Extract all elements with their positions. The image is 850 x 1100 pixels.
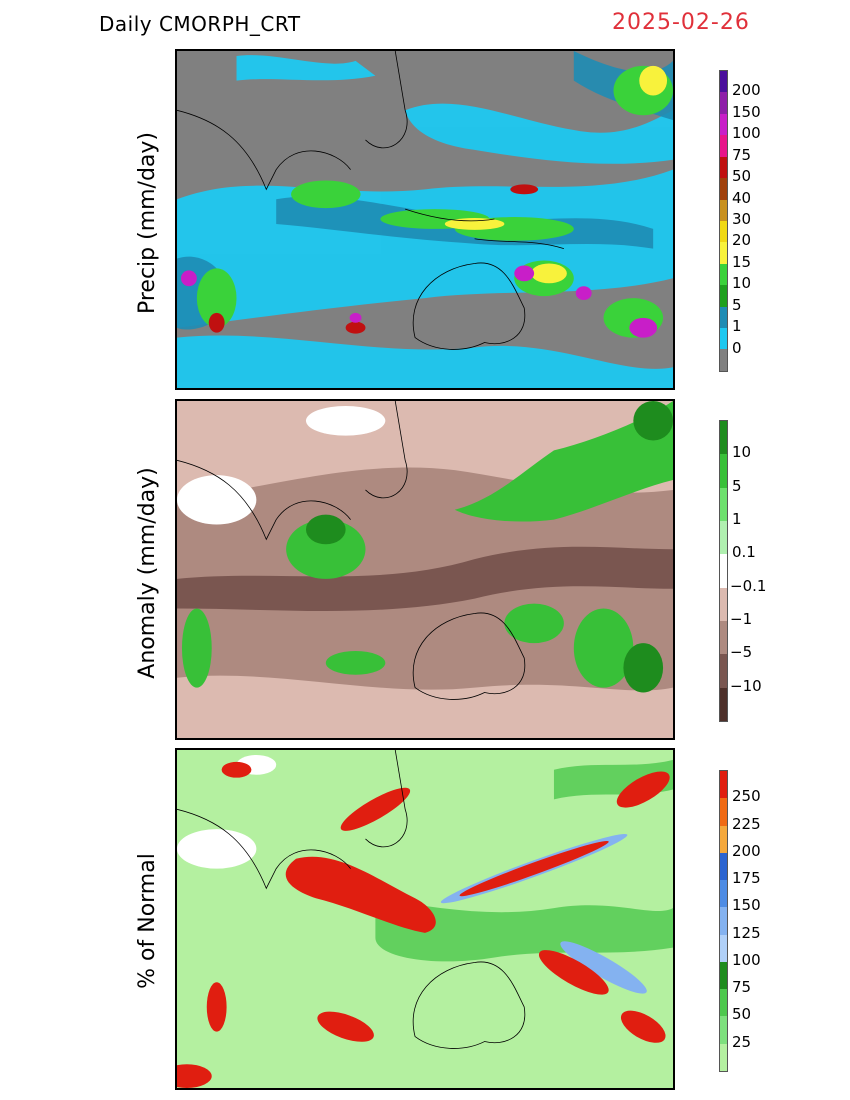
precip-colorbar-swatches [720, 71, 727, 371]
anomaly-colorbar-tick: −5 [730, 643, 753, 662]
precip-colorbar-swatch [720, 220, 727, 243]
anomaly-colorbar-swatch [720, 520, 727, 555]
percent-colorbar-tick: 200 [732, 841, 761, 860]
product-title: Daily CMORPH_CRT [99, 12, 301, 36]
percent-colorbar-swatch [720, 1016, 727, 1044]
precip-colorbar-tick: 75 [732, 145, 752, 164]
percent-colorbar-swatch [720, 798, 727, 826]
percent-colorbar-tick: 25 [732, 1032, 752, 1051]
precip-colorbar-swatch [720, 263, 727, 286]
anomaly-colorbar-tick: −0.1 [730, 576, 767, 595]
precip-colorbar-tick: 50 [732, 167, 752, 186]
anomaly-colorbar-swatch [720, 620, 727, 655]
anomaly-colorbar-tick: 5 [732, 476, 742, 495]
precip-colorbar-swatch [720, 306, 727, 329]
precip-colorbar-tick: 20 [732, 231, 752, 250]
percent-colorbar-swatch [720, 880, 727, 908]
date-title: 2025-02-26 [612, 10, 750, 35]
precip-colorbar-tick: 5 [732, 295, 742, 314]
percent-colorbar [719, 770, 728, 1072]
precip-colorbar-swatch [720, 156, 727, 179]
anomaly-colorbar-swatches [720, 421, 727, 721]
precip-colorbar-swatch [720, 71, 727, 93]
precip-colorbar-tick: 10 [732, 274, 752, 293]
anomaly-colorbar-tick: −1 [730, 610, 753, 628]
percent-colorbar-swatch [720, 934, 727, 962]
percent-colorbar-tick: 250 [732, 787, 761, 806]
anomaly-colorbar-tick: −10 [730, 676, 762, 695]
percent-colorbar-tick: 50 [732, 1005, 752, 1024]
percent-colorbar-swatch [720, 989, 727, 1017]
anomaly-colorbar-swatch [720, 554, 727, 588]
percent-colorbar-swatch [720, 907, 727, 935]
precip-colorbar-tick: 0 [732, 338, 742, 357]
percent-colorbar-swatch [720, 1043, 727, 1071]
percent-colorbar-tick: 150 [732, 896, 761, 915]
percent-colorbar-swatch [720, 771, 727, 799]
percent-colorbar-tick: 100 [732, 950, 761, 969]
precip-colorbar-swatch [720, 199, 727, 221]
anomaly-colorbar-swatch [720, 687, 727, 721]
anomaly-axis-label: Anomaly (mm/day) [135, 467, 160, 679]
precip-colorbar-tick: 200 [732, 81, 761, 100]
precip-colorbar-swatch [720, 135, 727, 157]
precip-colorbar-swatch [720, 178, 727, 200]
anomaly-colorbar-swatch [720, 587, 727, 621]
anomaly-map [175, 399, 675, 740]
precip-colorbar-swatch [720, 328, 727, 350]
precip-colorbar-swatch [720, 242, 727, 264]
precip-colorbar-swatch [720, 92, 727, 114]
precip-colorbar-swatch [720, 113, 727, 136]
precip-colorbar-swatch [720, 285, 727, 307]
precip-colorbar-tick: 1 [732, 317, 742, 336]
precip-colorbar-tick: 150 [732, 102, 761, 121]
anomaly-colorbar-swatch [720, 654, 727, 688]
percent-colorbar-swatches [720, 771, 727, 1071]
anomaly-colorbar-tick: 10 [732, 443, 752, 462]
percent-colorbar-swatch [720, 825, 727, 853]
percent-map [175, 748, 675, 1090]
anomaly-colorbar-swatch [720, 454, 727, 488]
anomaly-colorbar-swatch [720, 487, 727, 521]
precip-map [175, 49, 675, 390]
precip-axis-label: Precip (mm/day) [135, 131, 160, 315]
precip-colorbar-tick: 100 [732, 124, 761, 143]
percent-colorbar-tick: 225 [732, 814, 761, 833]
anomaly-colorbar-tick: 0.1 [732, 543, 756, 562]
percent-colorbar-tick: 175 [732, 869, 761, 888]
anomaly-colorbar [719, 420, 728, 722]
percent-colorbar-swatch [720, 852, 727, 881]
precip-colorbar-swatch [720, 349, 727, 371]
precip-colorbar-tick: 15 [732, 252, 752, 271]
anomaly-colorbar-tick: 1 [732, 510, 742, 528]
precip-colorbar [719, 70, 728, 372]
precip-colorbar-tick: 30 [732, 210, 752, 228]
percent-colorbar-swatch [720, 961, 727, 990]
percent-axis-label: % of Normal [135, 853, 160, 989]
precip-colorbar-tick: 40 [732, 188, 752, 207]
percent-colorbar-tick: 125 [732, 923, 761, 942]
anomaly-colorbar-swatch [720, 421, 727, 455]
percent-colorbar-tick: 75 [732, 978, 752, 997]
